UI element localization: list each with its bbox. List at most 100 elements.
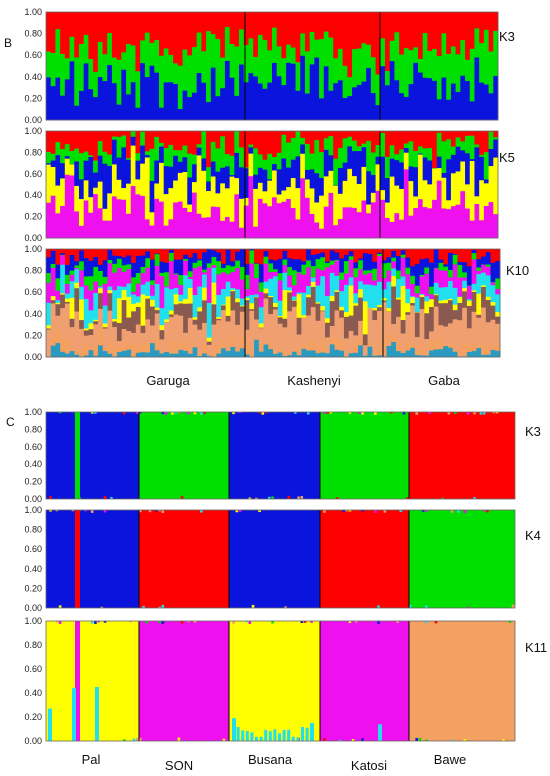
ancestry-segment [50, 264, 56, 269]
ancestry-segment [410, 249, 416, 267]
ancestry-segment [46, 77, 52, 121]
ancestry-segment [253, 76, 259, 121]
minor-ancestry [58, 621, 62, 624]
ancestry-segment [182, 171, 188, 209]
ancestry-segment [380, 12, 386, 39]
ancestry-segment [187, 249, 194, 258]
ancestry-segment [483, 84, 489, 121]
ancestry-segment [471, 290, 477, 293]
ancestry-segment [389, 40, 395, 62]
admixture-plot-C-K4 [45, 509, 516, 609]
ancestry-segment [309, 188, 315, 215]
ancestry-segment [301, 317, 307, 347]
ancestry-segment [424, 273, 430, 297]
ancestry-segment [358, 345, 364, 358]
ancestry-segment [471, 249, 477, 251]
ancestry-segment [230, 310, 236, 337]
ancestry-segment [436, 99, 442, 121]
ancestry-segment [290, 137, 296, 160]
ancestry-segment [323, 138, 329, 151]
ancestry-segment [483, 206, 489, 239]
ancestry-segment [429, 286, 435, 295]
k-value-label: K3 [525, 424, 541, 439]
ancestry-segment [187, 287, 194, 304]
ancestry-segment [300, 12, 306, 34]
ancestry-segment [69, 327, 75, 350]
ancestry-segment [197, 286, 203, 308]
ancestry-segment [485, 296, 491, 301]
ancestry-segment [343, 273, 350, 286]
ancestry-segment [145, 281, 151, 297]
ancestry-segment [352, 12, 358, 50]
ancestry-segment [375, 131, 381, 146]
ancestry-segment [395, 255, 402, 271]
minor-ancestry [161, 621, 165, 624]
ancestry-segment [433, 282, 439, 295]
ancestry-segment [112, 319, 118, 322]
minor-ancestry [425, 621, 428, 624]
ancestry-segment [107, 220, 113, 239]
ancestry-segment [210, 206, 216, 239]
ancestry-segment [457, 302, 463, 321]
ancestry-segment [273, 348, 279, 355]
ancestry-segment [150, 259, 156, 281]
ancestry-segment [405, 350, 411, 358]
ancestry-segment [282, 272, 288, 291]
ancestry-segment [121, 341, 127, 352]
ancestry-segment [310, 266, 316, 278]
ancestry-segment [177, 12, 183, 67]
ancestry-segment [403, 169, 409, 239]
ancestry-segment [159, 353, 165, 358]
ancestry-segment [290, 12, 296, 48]
ancestry-segment [229, 131, 235, 157]
ancestry-segment [488, 202, 494, 239]
ancestry-segment [424, 249, 430, 259]
ancestry-segment [93, 292, 99, 321]
ancestry-segment [168, 353, 175, 358]
ancestry-segment [150, 299, 156, 307]
ancestry-segment [419, 355, 425, 358]
ancestry-segment [78, 12, 85, 45]
ancestry-segment [206, 249, 212, 264]
ancestry-segment [493, 30, 499, 77]
ancestry-segment [102, 163, 108, 210]
ancestry-segment [277, 352, 283, 358]
ancestry-segment [277, 258, 283, 274]
ancestry-segment [144, 155, 150, 158]
ancestry-segment [220, 310, 227, 341]
ancestry-segment [244, 297, 250, 301]
ancestry-segment [164, 350, 170, 353]
y-tick-label: 0.80 [24, 424, 42, 434]
ancestry-segment [98, 264, 104, 272]
ancestry-segment [187, 278, 194, 289]
minor-ancestry [405, 497, 409, 499]
ancestry-segment [210, 34, 216, 68]
ancestry-segment [135, 249, 141, 257]
ancestry-segment [495, 260, 501, 279]
ancestry-segment [116, 104, 122, 121]
ancestry-segment [126, 249, 132, 256]
ancestry-segment [98, 345, 104, 358]
ancestry-segment [196, 12, 202, 33]
ancestry-segment [126, 183, 132, 215]
cyan-ancestry-bar [273, 729, 277, 741]
ancestry-segment [273, 309, 279, 350]
y-tick-label: 1.00 [24, 616, 42, 626]
minor-ancestry [139, 510, 142, 513]
ancestry-segment [295, 219, 301, 239]
ancestry-segment [196, 144, 202, 148]
ancestry-segment [211, 265, 217, 269]
ancestry-segment [253, 174, 259, 190]
ancestry-segment [310, 249, 316, 256]
y-tick-label: 0.40 [24, 688, 42, 698]
ancestry-segment [93, 97, 99, 121]
ancestry-segment [395, 297, 402, 300]
ancestry-segment [220, 88, 226, 121]
ancestry-segment [282, 327, 288, 352]
ancestry-segment [362, 270, 368, 275]
ancestry-segment [395, 351, 402, 358]
minor-ancestry [425, 739, 428, 741]
ancestry-segment [83, 151, 89, 161]
ancestry-segment [465, 12, 471, 61]
ancestry-segment [177, 131, 183, 151]
